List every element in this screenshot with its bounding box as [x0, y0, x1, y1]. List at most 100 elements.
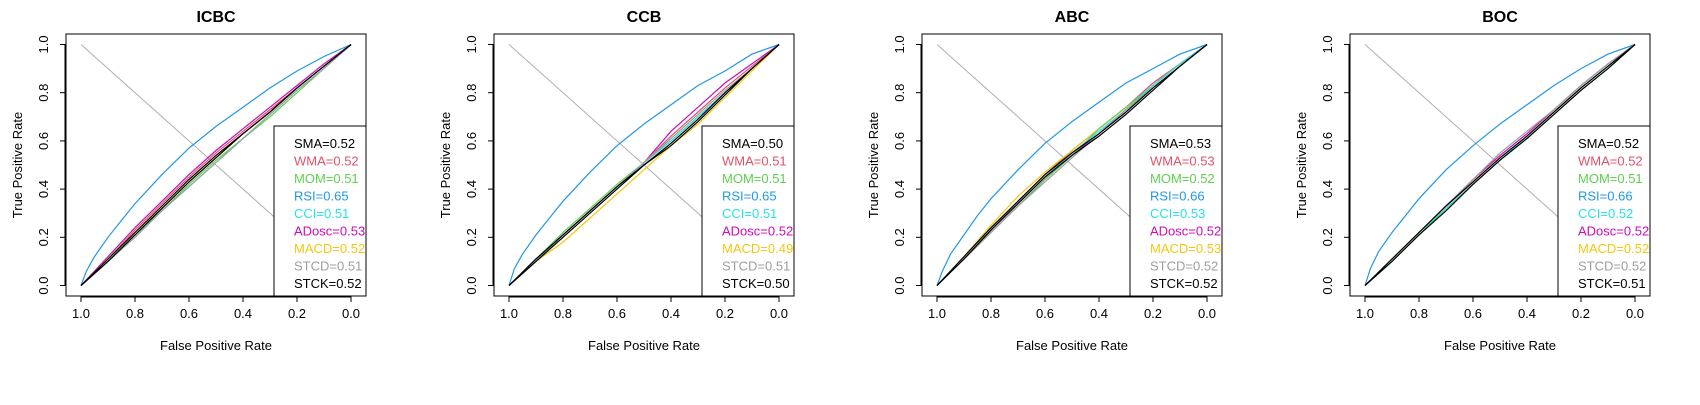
x-tick-label: 0.0 — [1198, 306, 1216, 321]
legend: SMA=0.53 WMA=0.53 MOM=0.52 RSI=0.66 CCI=0.53… — [1129, 125, 1223, 297]
x-tick-label: 0.4 — [662, 306, 680, 321]
legend-entry-rsi: RSI=0.65 — [294, 189, 349, 204]
x-axis: 1.0 0.8 0.6 0.4 0.2 0.0 — [928, 296, 1216, 321]
legend-entry-stcd: STCD=0.51 — [722, 259, 790, 274]
legend-entry-rsi: RSI=0.65 — [722, 189, 777, 204]
series-line-macd — [508, 44, 780, 286]
legend-entry-sma: SMA=0.52 — [294, 136, 355, 151]
legend-entry-adosc: ADosc=0.52 — [1150, 224, 1221, 239]
y-tick-label: 1.0 — [36, 35, 51, 53]
x-tick-label: 1.0 — [928, 306, 946, 321]
y-tick-label: 0.0 — [36, 276, 51, 294]
legend-entry-wma: WMA=0.52 — [1578, 154, 1643, 169]
y-tick-label: 0.6 — [1320, 132, 1335, 150]
y-tick-label: 0.4 — [36, 180, 51, 198]
chart-title: CCB — [627, 9, 662, 26]
x-tick-label: 0.0 — [770, 306, 788, 321]
chart-title: ABC — [1055, 9, 1090, 26]
y-tick-label: 0.6 — [36, 132, 51, 150]
x-axis-label: False Positive Rate — [1016, 338, 1128, 353]
y-tick-label: 0.2 — [464, 228, 479, 246]
legend-entry-macd: MACD=0.49 — [722, 241, 793, 256]
y-tick-label: 0.8 — [892, 84, 907, 102]
x-tick-label: 1.0 — [500, 306, 518, 321]
y-tick-label: 1.0 — [464, 35, 479, 53]
x-tick-label: 0.4 — [234, 306, 252, 321]
legend-box — [701, 125, 795, 297]
chart-panel-icbc: ICBC 1.0 0.8 0.6 0.4 0.2 0.0 False Positive Rat… — [10, 9, 367, 353]
y-tick-label: 0.8 — [1320, 84, 1335, 102]
series-group — [80, 43, 352, 286]
y-tick-label: 0.8 — [464, 84, 479, 102]
x-axis-label: False Positive Rate — [1444, 338, 1556, 353]
x-tick-label: 0.4 — [1518, 306, 1536, 321]
legend-entry-cci: CCI=0.51 — [294, 206, 349, 221]
y-tick-label: 1.0 — [892, 35, 907, 53]
y-axis-label: True Positive Rate — [1294, 112, 1309, 218]
legend-entry-stcd: STCD=0.52 — [1150, 259, 1218, 274]
chart-panel-boc: BOC 1.0 0.8 0.6 0.4 0.2 0.0 False Positive Rate… — [1294, 9, 1651, 353]
y-tick-label: 0.6 — [892, 132, 907, 150]
x-tick-label: 0.8 — [126, 306, 144, 321]
y-axis-label: True Positive Rate — [438, 112, 453, 218]
y-tick-label: 0.2 — [892, 228, 907, 246]
y-tick-label: 0.2 — [36, 228, 51, 246]
series-line-rsi — [80, 43, 352, 286]
legend-entry-stck: STCK=0.51 — [1578, 276, 1646, 291]
series-line-stck — [936, 44, 1208, 286]
y-tick-label: 0.8 — [36, 84, 51, 102]
legend-entry-stcd: STCD=0.51 — [294, 259, 362, 274]
series-group — [936, 43, 1208, 286]
x-tick-label: 0.6 — [608, 306, 626, 321]
y-axis: 0.0 0.2 0.4 0.6 0.8 1.0 — [36, 35, 66, 295]
series-line-rsi — [508, 43, 780, 286]
legend-entry-sma: SMA=0.53 — [1150, 136, 1211, 151]
x-tick-label: 0.4 — [1090, 306, 1108, 321]
chart-title: BOC — [1482, 9, 1518, 26]
y-tick-label: 0.2 — [1320, 228, 1335, 246]
legend-entry-wma: WMA=0.53 — [1150, 154, 1215, 169]
series-line-sma — [1364, 44, 1636, 286]
legend-entry-stck: STCK=0.52 — [294, 276, 362, 291]
y-axis: 0.0 0.2 0.4 0.6 0.8 1.0 — [464, 35, 494, 295]
y-axis: 0.0 0.2 0.4 0.6 0.8 1.0 — [1320, 35, 1350, 295]
y-tick-label: 0.4 — [892, 180, 907, 198]
x-tick-label: 0.8 — [554, 306, 572, 321]
x-tick-label: 0.6 — [180, 306, 198, 321]
x-tick-label: 0.2 — [1572, 306, 1590, 321]
legend-entry-stcd: STCD=0.52 — [1578, 259, 1646, 274]
y-tick-label: 0.4 — [1320, 180, 1335, 198]
legend-box — [1557, 125, 1651, 297]
legend-entry-stck: STCK=0.50 — [722, 276, 790, 291]
legend-entry-mom: MOM=0.52 — [1150, 171, 1215, 186]
y-tick-label: 0.0 — [464, 276, 479, 294]
legend-entry-adosc: ADosc=0.52 — [1578, 224, 1649, 239]
legend-entry-macd: MACD=0.52 — [294, 241, 365, 256]
x-axis: 1.0 0.8 0.6 0.4 0.2 0.0 — [500, 296, 788, 321]
series-line-stck — [508, 44, 780, 286]
series-line-rsi — [1364, 43, 1636, 286]
series-line-stck — [80, 44, 352, 286]
x-tick-label: 0.6 — [1036, 306, 1054, 321]
legend-entry-cci: CCI=0.51 — [722, 206, 777, 221]
y-axis-label: True Positive Rate — [10, 112, 25, 218]
series-line-sma — [936, 44, 1208, 286]
series-line-rsi — [936, 43, 1208, 286]
x-tick-label: 0.6 — [1464, 306, 1482, 321]
series-line-stcd — [80, 44, 352, 286]
x-tick-label: 0.8 — [982, 306, 1000, 321]
legend-entry-mom: MOM=0.51 — [722, 171, 787, 186]
legend: SMA=0.52 WMA=0.52 MOM=0.51 RSI=0.66 CCI=0.52… — [1557, 125, 1651, 297]
legend-entry-rsi: RSI=0.66 — [1150, 189, 1205, 204]
legend-entry-cci: CCI=0.52 — [1578, 206, 1633, 221]
legend-entry-wma: WMA=0.51 — [722, 154, 787, 169]
legend-entry-mom: MOM=0.51 — [294, 171, 359, 186]
y-axis-label: True Positive Rate — [866, 112, 881, 218]
x-tick-label: 0.2 — [716, 306, 734, 321]
legend-entry-macd: MACD=0.52 — [1578, 241, 1649, 256]
legend-box — [273, 125, 367, 297]
legend-entry-rsi: RSI=0.66 — [1578, 189, 1633, 204]
series-line-stck — [1364, 44, 1636, 286]
chart-panel-ccb: CCB 1.0 0.8 0.6 0.4 0.2 0.0 False Positive Rate… — [438, 9, 795, 353]
